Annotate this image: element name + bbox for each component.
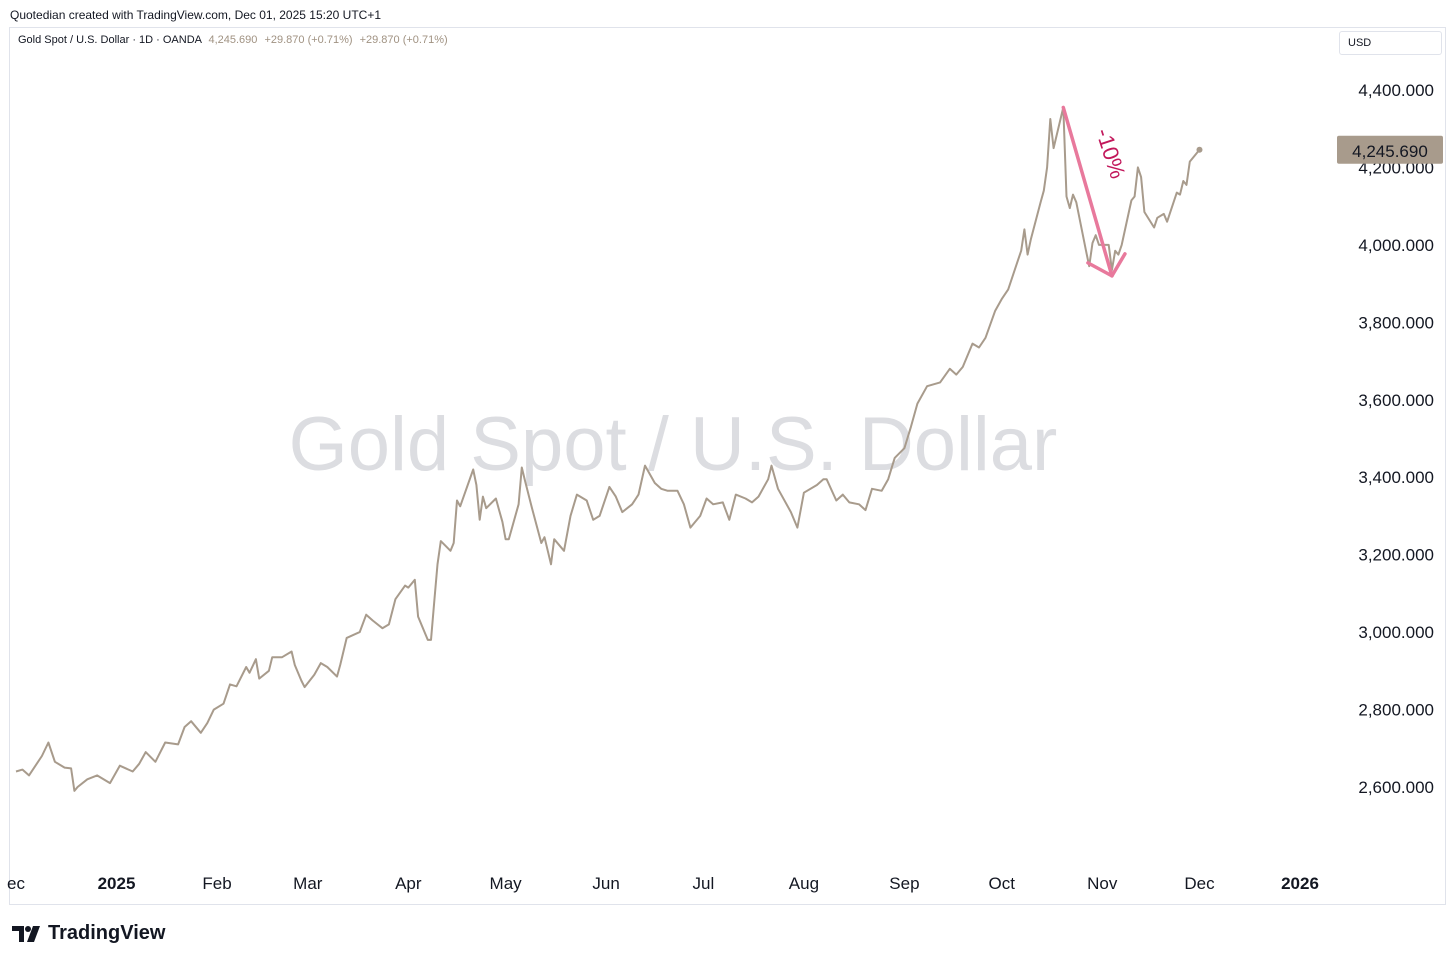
y-tick-label: 3,000.000 <box>1358 623 1434 642</box>
x-tick-label: Feb <box>202 874 231 893</box>
x-tick-label: Jul <box>693 874 715 893</box>
y-tick-label: 4,000.000 <box>1358 236 1434 255</box>
y-tick-label: 3,800.000 <box>1358 313 1434 332</box>
price-line <box>15 106 1201 792</box>
x-tick-label: Aug <box>789 874 819 893</box>
watermark: Gold Spot / U.S. Dollar <box>289 402 1058 487</box>
x-tick-label: 2026 <box>1281 874 1319 893</box>
price-change-secondary: +29.870 (+0.71%) <box>359 34 448 46</box>
x-tick-label: Nov <box>1087 874 1118 893</box>
y-tick-label: 3,400.000 <box>1358 468 1434 487</box>
x-tick-label: Jun <box>592 874 619 893</box>
x-tick-label: Apr <box>395 874 422 893</box>
tradingview-logo[interactable]: TradingView <box>12 922 165 945</box>
last-price: 4,245.690 <box>208 34 258 46</box>
y-axis[interactable]: 4,400.0004,200.0004,000.0003,800.0003,60… <box>1358 81 1434 797</box>
chart-caption: Quotedian created with TradingView.com, … <box>10 8 381 22</box>
y-tick-label: 3,600.000 <box>1358 391 1434 410</box>
price-tag-text: 4,245.690 <box>1352 142 1428 161</box>
symbol-legend[interactable]: Gold Spot / U.S. Dollar · 1D · OANDA 4,2… <box>18 34 448 46</box>
currency-selector[interactable]: USD <box>1339 31 1442 55</box>
chart-frame <box>9 27 1446 905</box>
price-tag-box <box>1337 135 1443 164</box>
price-series <box>15 106 1203 792</box>
arrow-shaft <box>1061 105 1114 278</box>
price-change: +29.870 (+0.71%) <box>264 34 353 46</box>
symbol-title: Gold Spot / U.S. Dollar · 1D · OANDA <box>18 34 202 46</box>
x-axis[interactable]: ec 2025 Feb Mar Apr May Jun Jul Aug Sep Oct Nov Dec 2… <box>7 874 1319 893</box>
y-tick-label: 2,800.000 <box>1358 701 1434 720</box>
drawdown-label: -10% <box>1091 125 1131 182</box>
y-tick-label: 2,600.000 <box>1358 778 1434 797</box>
tradingview-brand: TradingView <box>48 922 166 944</box>
arrow-head <box>1086 252 1127 278</box>
x-tick-label: ec <box>7 874 25 893</box>
y-tick-label: 3,200.000 <box>1358 546 1434 565</box>
x-tick-label: Dec <box>1184 874 1215 893</box>
y-tick-label: 4,400.000 <box>1358 81 1434 100</box>
last-point-dot <box>1196 146 1203 153</box>
currency-label: USD <box>1348 37 1372 49</box>
tradingview-logo-icon <box>12 925 40 942</box>
x-tick-label: 2025 <box>98 874 136 893</box>
x-tick-label: Oct <box>988 874 1015 893</box>
x-tick-label: May <box>490 874 523 893</box>
x-tick-label: Mar <box>293 874 323 893</box>
last-price-tag: 4,245.690 <box>1337 135 1443 164</box>
x-tick-label: Sep <box>889 874 919 893</box>
